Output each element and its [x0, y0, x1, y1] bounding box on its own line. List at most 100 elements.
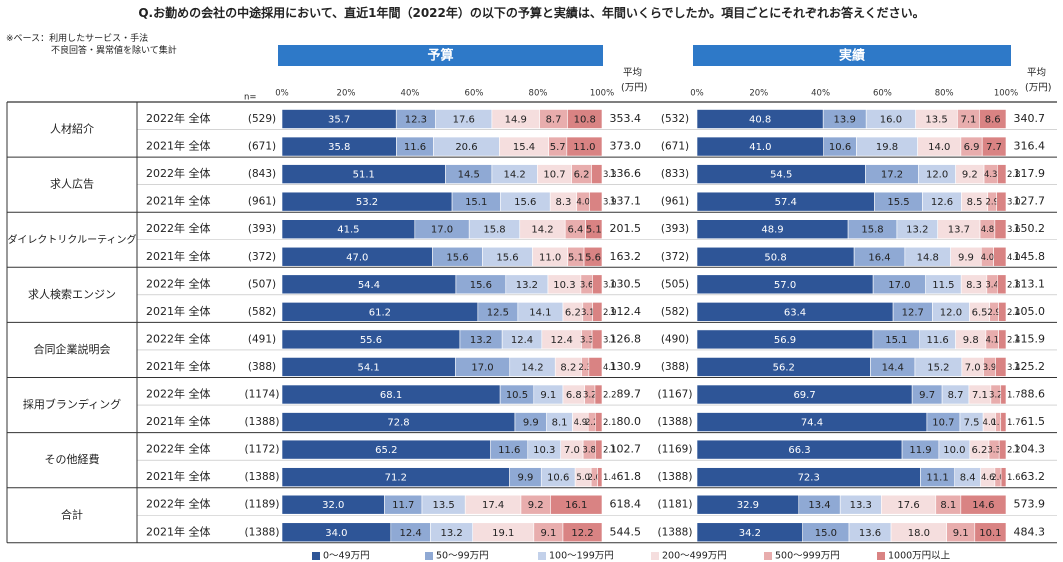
panel-header — [693, 45, 1011, 66]
avg-value: 104.3 — [1014, 443, 1046, 456]
data-label: 3.2 — [583, 391, 597, 401]
row-year-label: 2021年 全体 — [146, 194, 211, 208]
data-label: 72.3 — [798, 473, 820, 484]
data-label: 6.4 — [567, 225, 583, 236]
data-label: 11.6 — [927, 335, 949, 346]
data-label: 9.1 — [540, 390, 556, 401]
bar-segment — [589, 191, 603, 212]
data-label: 10.5 — [506, 390, 528, 401]
data-label: 3.3 — [603, 170, 617, 180]
data-label: 4.0 — [981, 253, 995, 263]
bar-segment — [583, 246, 603, 267]
n-value: (582) — [661, 306, 689, 318]
bar-segment — [998, 439, 1007, 460]
n-value: (529) — [248, 113, 276, 125]
avg-value: 117.9 — [1014, 167, 1046, 180]
avg-value: 137.1 — [610, 195, 642, 208]
data-label: 3.3 — [987, 446, 1001, 456]
data-label: 13.6 — [859, 528, 881, 539]
data-label: 13.3 — [850, 500, 872, 511]
data-label: 9.9 — [517, 473, 533, 484]
avg-value: 125.2 — [1014, 360, 1046, 373]
data-label: 4.6 — [981, 473, 995, 483]
legend-swatch — [651, 552, 659, 560]
data-label: 3.1 — [581, 308, 595, 318]
bar-segment — [998, 329, 1007, 350]
tick-label: 0% — [690, 89, 704, 99]
data-label: 4.9 — [574, 418, 588, 428]
avg-value: 618.4 — [610, 498, 642, 511]
data-label: 13.9 — [834, 115, 856, 126]
avg-value: 126.8 — [610, 332, 642, 345]
n-value: (671) — [661, 141, 689, 153]
data-label: 4.1 — [985, 335, 999, 345]
data-label: 15.0 — [815, 528, 837, 539]
data-label: 35.7 — [328, 115, 350, 126]
data-label: 41.5 — [337, 225, 359, 236]
data-label: 11.5 — [932, 280, 954, 291]
tick-label: 60% — [465, 89, 484, 99]
data-label: 12.5 — [487, 307, 509, 318]
bar-segment — [974, 522, 1007, 543]
data-label: 3.8 — [582, 446, 596, 456]
data-label: 54.5 — [770, 170, 792, 181]
category-label: 人材紹介 — [50, 122, 94, 136]
data-label: 13.5 — [925, 115, 947, 126]
data-label: 12.0 — [940, 307, 962, 318]
n-value: (1388) — [245, 526, 280, 538]
bar-segment — [594, 439, 603, 460]
avg-value: 61.5 — [1021, 415, 1046, 428]
n-value: (833) — [661, 168, 689, 180]
data-label: 8.2 — [560, 362, 576, 373]
data-label: 12.3 — [405, 115, 427, 126]
data-label: 3.4 — [985, 280, 999, 290]
data-label: 10.0 — [943, 445, 965, 456]
data-label: 57.4 — [775, 197, 797, 208]
avg-value: 89.7 — [617, 388, 642, 401]
n-value: (1167) — [658, 389, 693, 401]
data-label: 56.2 — [773, 362, 795, 373]
avg-value: 113.1 — [1014, 277, 1046, 290]
avg-value: 373.0 — [610, 140, 642, 153]
data-label: 9.1 — [953, 528, 969, 539]
data-label: 12.0 — [926, 170, 948, 181]
data-label: 15.1 — [885, 335, 907, 346]
base-note: ※ベース：利用したサービス・手法 不良回答・異常値を除いて集計 — [6, 34, 177, 56]
data-label: 10.8 — [574, 115, 596, 126]
data-label: 12.6 — [931, 197, 953, 208]
bar-segment — [592, 302, 603, 322]
n-value: (388) — [661, 361, 689, 373]
legend-label: 500～999万円 — [775, 551, 840, 562]
row-year-label: 2021年 全体 — [146, 359, 211, 373]
n-value: (388) — [248, 361, 276, 373]
data-label: 7.0 — [965, 362, 981, 373]
tick-label: 20% — [749, 89, 768, 99]
bar-segment — [997, 274, 1007, 295]
data-label: 9.2 — [528, 500, 544, 511]
bar-segment — [981, 136, 1007, 157]
n-value: (671) — [248, 141, 276, 153]
data-label: 11.6 — [498, 445, 520, 456]
data-label: 4.8 — [981, 225, 995, 235]
n-value: (393) — [248, 223, 276, 235]
data-label: 71.2 — [385, 473, 407, 484]
data-label: 9.2 — [962, 170, 978, 181]
data-label: 12.2 — [571, 528, 593, 539]
data-label: 12.4 — [551, 335, 573, 346]
data-label: 9.1 — [540, 528, 556, 539]
data-label: 6.2 — [574, 170, 590, 181]
data-label: 8.3 — [966, 280, 982, 291]
n-value: (1388) — [658, 471, 693, 483]
avg-value: 163.2 — [610, 250, 642, 263]
data-label: 1.6 — [1007, 473, 1021, 483]
bar-segment — [995, 357, 1007, 377]
data-label: 63.4 — [784, 307, 806, 318]
n-value: (372) — [248, 251, 276, 263]
data-label: 17.6 — [897, 500, 919, 511]
data-label: 5.6 — [585, 252, 601, 263]
panel-title: 実績 — [839, 48, 865, 64]
n-value: (1172) — [245, 444, 280, 456]
data-label: 17.2 — [881, 170, 903, 181]
n-value: (961) — [248, 196, 276, 208]
data-label: 15.1 — [465, 197, 487, 208]
